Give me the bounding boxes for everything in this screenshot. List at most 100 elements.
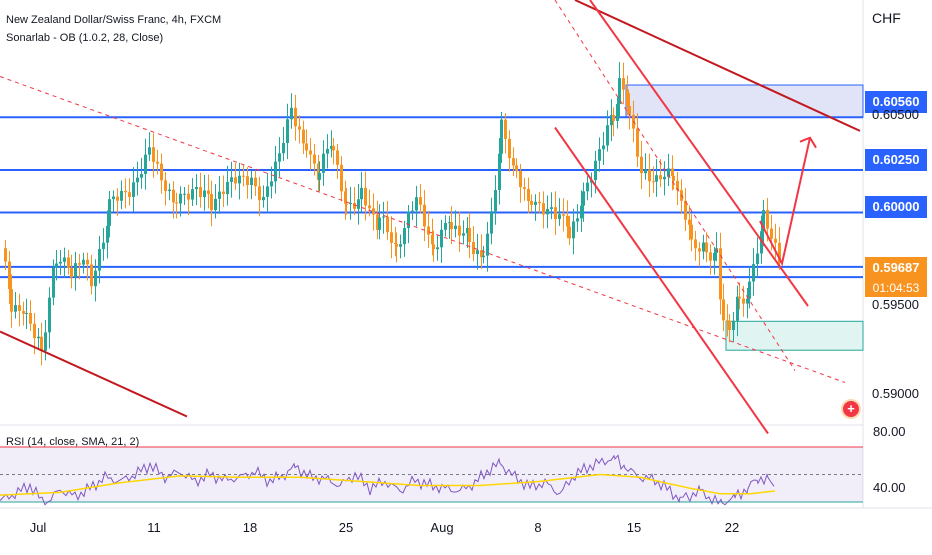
candle [116, 196, 119, 201]
trend-line [589, 0, 809, 307]
candle [40, 336, 43, 351]
candle [562, 214, 565, 216]
candle [250, 177, 253, 186]
candle [230, 177, 233, 182]
candle [490, 211, 493, 234]
time-label: 25 [338, 520, 354, 535]
candle [652, 181, 655, 183]
candle [191, 189, 194, 200]
candle [74, 263, 77, 278]
candle [705, 242, 708, 253]
candle [262, 196, 265, 201]
candle [238, 175, 241, 184]
candle [148, 147, 151, 155]
rsi-legend[interactable]: RSI (14, close, SMA, 21, 2) [6, 436, 140, 448]
time-label: 22 [724, 520, 740, 535]
candle [218, 191, 221, 199]
candle [210, 193, 213, 211]
candle [568, 226, 571, 239]
candle [715, 248, 718, 253]
candle [25, 312, 28, 314]
candle [286, 119, 289, 143]
candle [344, 191, 347, 204]
candle [59, 261, 62, 264]
chart-title: New Zealand Dollar/Swiss Franc, 4h, FXCM [6, 14, 222, 26]
time-label: 11 [147, 520, 161, 535]
candle [318, 172, 321, 180]
candle [407, 211, 410, 229]
price-axis-label: 0.59000 [872, 386, 919, 401]
candle [364, 187, 367, 206]
candle [390, 232, 393, 243]
candle [386, 216, 389, 233]
time-label: Aug [430, 520, 454, 535]
candle [742, 298, 745, 304]
candle [108, 199, 111, 226]
candle [90, 264, 93, 287]
candle [340, 164, 343, 192]
candle [10, 289, 13, 312]
candle [454, 225, 457, 230]
candle [702, 242, 705, 252]
candle [594, 160, 597, 181]
candle [357, 199, 360, 209]
indicator-label[interactable]: Sonarlab - OB (1.0.2, 28, Close) [6, 32, 164, 44]
candle [458, 225, 461, 236]
candle [124, 190, 127, 193]
candle [360, 187, 363, 200]
candle [345, 203, 348, 205]
candle [203, 190, 206, 198]
candle [183, 193, 186, 195]
candle [762, 210, 765, 232]
candle [444, 223, 447, 230]
plus-alert-icon[interactable]: + [841, 399, 861, 419]
candle [672, 176, 675, 181]
currency-label[interactable]: CHF [872, 10, 901, 26]
candle [431, 234, 434, 245]
candle [770, 228, 773, 239]
rsi-axis-label-lower: 40.00 [873, 480, 906, 495]
trend-line [0, 330, 188, 418]
candle [102, 242, 105, 250]
candle [610, 114, 613, 126]
candle [648, 169, 651, 182]
candle [48, 297, 51, 333]
trend-line [0, 76, 846, 383]
candle [616, 104, 619, 121]
candle [330, 145, 333, 149]
candle [322, 153, 325, 173]
candle [98, 249, 101, 271]
last-price-tag: 0.59687 [865, 257, 927, 279]
candle [612, 114, 615, 121]
rsi-line [0, 454, 775, 506]
candle [626, 89, 629, 107]
time-label: 15 [626, 520, 642, 535]
rsi-axis-label-upper: 80.00 [873, 424, 906, 439]
candle [582, 191, 585, 206]
candle [448, 222, 451, 224]
candle [394, 242, 397, 244]
candle [336, 150, 339, 165]
candle [766, 210, 769, 229]
candle [175, 202, 178, 204]
candle [515, 165, 518, 171]
candle [22, 310, 25, 314]
candle [566, 215, 569, 227]
candle [353, 203, 356, 209]
candle [128, 192, 131, 197]
level-tag-06056: 0.60560 [865, 91, 927, 113]
candle [602, 145, 605, 150]
candle [462, 233, 465, 236]
trend-line [554, 126, 769, 435]
candle [326, 148, 329, 154]
candle [472, 242, 475, 255]
candle [140, 173, 143, 178]
candle [63, 257, 66, 262]
candle [86, 259, 89, 265]
candle [246, 176, 249, 186]
candle [726, 320, 729, 322]
level-tag-06000: 0.60000 [865, 196, 927, 218]
candle [519, 170, 522, 188]
